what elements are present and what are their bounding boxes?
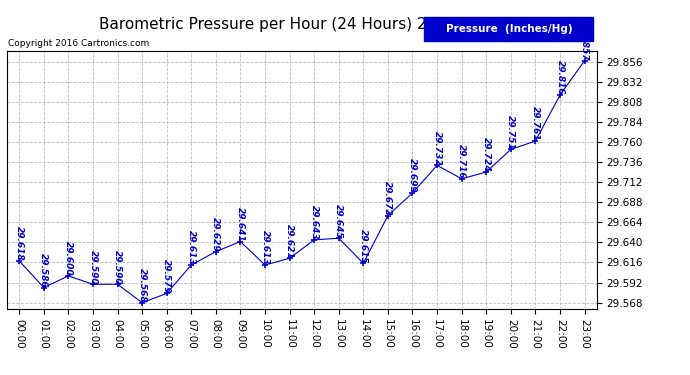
Text: 29.672: 29.672 [384, 181, 393, 216]
Text: 29.857: 29.857 [580, 26, 589, 61]
Text: Barometric Pressure per Hour (24 Hours) 20161217: Barometric Pressure per Hour (24 Hours) … [99, 17, 494, 32]
Text: 29.629: 29.629 [211, 217, 220, 252]
Text: 29.600: 29.600 [64, 241, 73, 276]
Text: 29.816: 29.816 [555, 60, 564, 95]
Text: 29.590: 29.590 [113, 250, 122, 284]
Text: Pressure  (Inches/Hg): Pressure (Inches/Hg) [446, 24, 572, 34]
Text: 29.613: 29.613 [261, 230, 270, 265]
Text: 29.645: 29.645 [334, 204, 343, 238]
Text: 29.724: 29.724 [482, 137, 491, 172]
Text: 29.579: 29.579 [162, 259, 171, 294]
Text: 29.751: 29.751 [506, 115, 515, 149]
Text: 29.621: 29.621 [285, 224, 294, 258]
Text: 29.615: 29.615 [359, 229, 368, 263]
Text: 29.586: 29.586 [39, 253, 48, 288]
Text: 29.761: 29.761 [531, 106, 540, 141]
Text: 29.568: 29.568 [137, 268, 146, 303]
Text: 29.643: 29.643 [310, 205, 319, 240]
Text: Copyright 2016 Cartronics.com: Copyright 2016 Cartronics.com [8, 39, 150, 48]
Text: 29.618: 29.618 [14, 226, 23, 261]
Text: 29.732: 29.732 [433, 131, 442, 165]
Text: 29.716: 29.716 [457, 144, 466, 179]
Text: 29.590: 29.590 [88, 250, 97, 284]
Text: 29.699: 29.699 [408, 158, 417, 193]
Text: 29.613: 29.613 [187, 230, 196, 265]
Text: 29.641: 29.641 [236, 207, 245, 242]
